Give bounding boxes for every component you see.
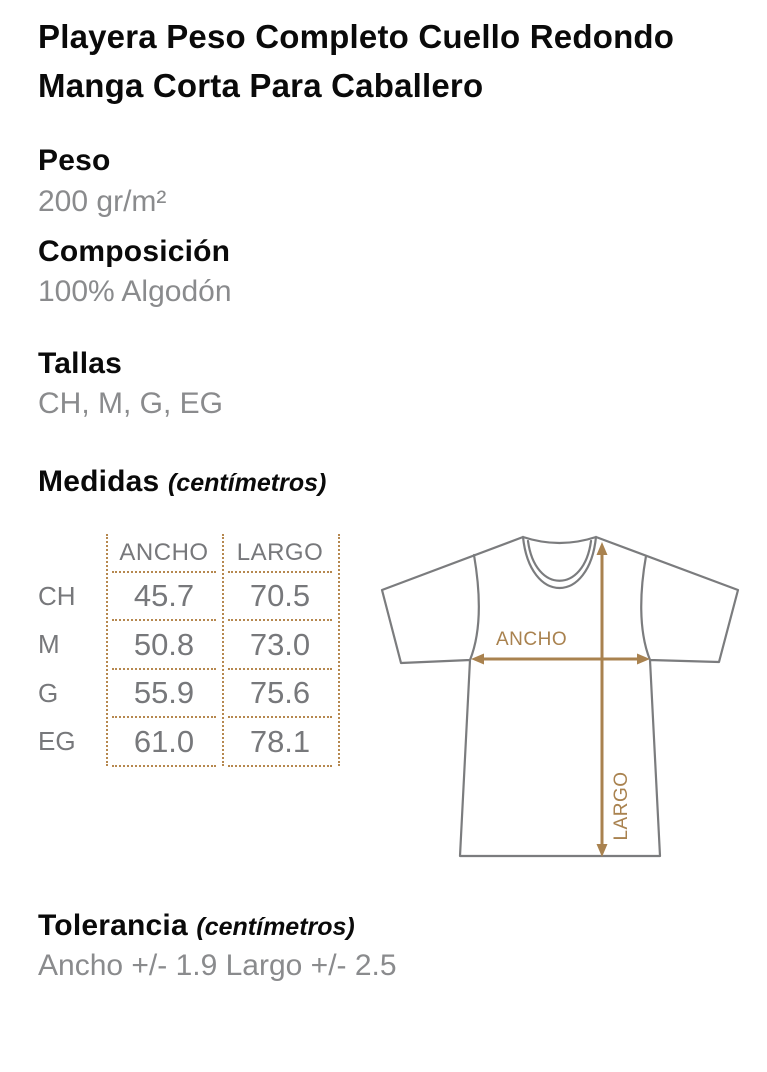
size-table-header-ancho: ANCHO [106, 534, 222, 573]
peso-value: 200 gr/m² [38, 185, 167, 218]
size-row-label-ch: CH [38, 580, 76, 611]
medidas-heading: Medidas (centímetros) [38, 464, 326, 501]
ancho-diagram-label: ANCHO [496, 629, 567, 650]
ancho-measure-arrow [471, 653, 650, 665]
table-vertical-divider-middle [222, 534, 224, 766]
size-cell-ch-ancho: 45.7 [106, 572, 222, 621]
tallas-value: CH, M, G, EG [38, 387, 224, 420]
size-table-grid: ANCHO LARGO CH 45.7 70.5 M 50.8 73.0 G 5… [38, 534, 338, 767]
size-table: ANCHO LARGO CH 45.7 70.5 M 50.8 73.0 G 5… [38, 534, 340, 767]
size-cell-g-ancho: 55.9 [106, 669, 222, 718]
size-table-corner [38, 534, 106, 572]
largo-measure-arrow [596, 542, 608, 857]
size-row-label-g: G [38, 677, 59, 708]
size-row-label-eg: EG [38, 726, 76, 756]
medidas-unit-note: (centímetros) [167, 469, 327, 497]
size-cell-ch-largo: 70.5 [222, 572, 338, 621]
composicion-heading: Composición [38, 235, 231, 268]
tolerancia-unit-note: (centímetros) [196, 913, 355, 941]
largo-diagram-label: LARGO [611, 771, 632, 840]
medidas-heading-label: Medidas [38, 465, 160, 498]
size-cell-m-ancho: 50.8 [106, 620, 222, 670]
size-cell-eg-ancho: 61.0 [106, 717, 222, 767]
tshirt-measurement-diagram: ANCHO LARGO [380, 535, 740, 858]
page-title: Playera Peso Completo Cuello Redondo Man… [38, 12, 738, 110]
composicion-value: 100% Algodón [38, 275, 232, 308]
size-cell-g-largo: 75.6 [222, 669, 338, 718]
peso-heading: Peso [38, 144, 111, 177]
tshirt-outline [380, 535, 740, 858]
size-row-label-m: M [38, 629, 60, 659]
tolerancia-heading: Tolerancia (centímetros) [38, 908, 355, 945]
size-cell-m-largo: 73.0 [222, 620, 338, 670]
page-title-line1: Playera Peso Completo Cuello Redondo [38, 18, 675, 55]
tolerancia-value: Ancho +/- 1.9 Largo +/- 2.5 [38, 949, 397, 982]
table-vertical-divider-left [106, 534, 108, 766]
page-title-line2: Manga Corta Para Caballero [38, 67, 484, 104]
tallas-heading: Tallas [38, 347, 123, 380]
size-cell-eg-largo: 78.1 [222, 717, 338, 767]
table-vertical-divider-right [338, 534, 340, 766]
size-table-header-largo: LARGO [222, 534, 338, 573]
tolerancia-heading-label: Tolerancia [38, 909, 188, 942]
